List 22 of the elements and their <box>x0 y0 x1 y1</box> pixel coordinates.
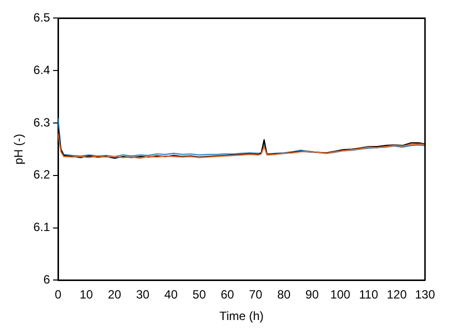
y-tick-label: 6.3 <box>33 115 50 130</box>
x-tick-label: 110 <box>358 288 378 302</box>
x-tick-label: 30 <box>136 288 150 302</box>
x-tick-label: 70 <box>248 288 263 302</box>
y-tick-label: 6.4 <box>33 62 50 77</box>
x-tick-label: 50 <box>192 288 206 302</box>
x-tick-label: 40 <box>164 288 178 302</box>
y-tick-label: 6 <box>43 272 50 287</box>
x-tick-label: 90 <box>305 288 320 302</box>
y-tick-label: 6.2 <box>33 168 50 182</box>
x-tick-label: 120 <box>386 288 408 302</box>
x-tick-label: 80 <box>277 288 291 302</box>
x-tick-label: 20 <box>108 288 122 302</box>
x-tick-label: 0 <box>54 288 62 302</box>
x-tick-label: 60 <box>220 288 234 302</box>
y-tick-label: 6.5 <box>33 10 50 25</box>
x-tick-label: 100 <box>330 288 351 302</box>
x-tick-label: 130 <box>414 288 436 302</box>
y-axis-title: pH (-) <box>12 134 26 165</box>
x-axis-title: Time (h) <box>219 309 264 324</box>
x-tick-label: 10 <box>80 288 94 302</box>
y-tick-label: 6.1 <box>33 220 50 234</box>
